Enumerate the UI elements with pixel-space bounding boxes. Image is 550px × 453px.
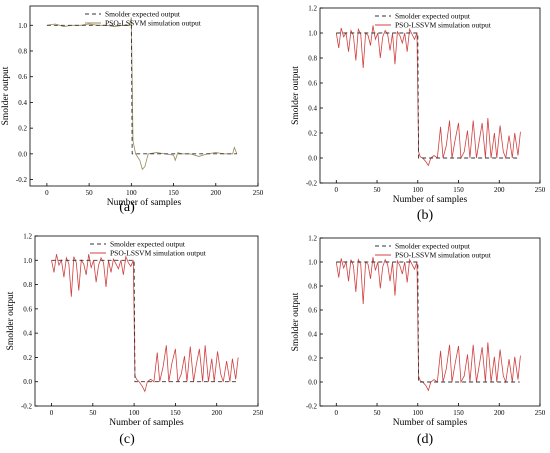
series-line-simulation	[335, 257, 521, 392]
y-tick-label: 0.2	[23, 354, 32, 362]
y-tick-label: 1.0	[308, 259, 317, 267]
legend-label: Smolder expected output	[105, 10, 181, 19]
x-tick-label: 150	[453, 409, 464, 417]
y-tick-label: 0.0	[308, 155, 317, 163]
y-tick-label: 0.8	[308, 283, 317, 291]
x-axis-title: Number of samples	[393, 194, 468, 205]
y-tick-label: -0.2	[16, 176, 28, 184]
y-tick-label: 0.6	[23, 305, 32, 313]
series-line-simulation	[335, 25, 521, 167]
y-tick-label: 1.2	[23, 233, 32, 241]
x-axis-title: Number of samples	[109, 417, 184, 428]
x-tick-label: 250	[535, 409, 546, 417]
y-tick-label: -0.2	[21, 403, 33, 411]
y-tick-label: 1.2	[308, 235, 317, 243]
y-tick-label: 0.2	[18, 125, 27, 133]
y-tick-label: 0.8	[308, 55, 317, 63]
x-tick-label: 100	[413, 186, 424, 194]
chart-panel-1: 0 50 100 150 200 250 -0.2 0.0 0.2 0.4 0.6 0.8 1.0 Num…	[1, 5, 264, 208]
x-tick-label: 0	[335, 186, 339, 194]
legend-label: PSO-LSSVM simulation output	[395, 21, 492, 30]
x-tick-label: 0	[335, 409, 339, 417]
x-tick-label: 50	[374, 186, 382, 194]
plot-frame	[34, 235, 259, 407]
y-tick-label: 1.0	[18, 22, 27, 30]
x-axis-title: Number of samples	[393, 417, 468, 428]
y-tick-label: 0.6	[308, 307, 317, 315]
legend-label: Smolder expected output	[395, 12, 471, 21]
y-tick-label: 0.8	[23, 281, 32, 289]
y-tick-label: 0.2	[308, 130, 317, 138]
x-tick-label: 0	[45, 189, 49, 197]
y-tick-label: 1.0	[23, 257, 32, 265]
x-tick-label: 50	[86, 189, 94, 197]
chart-panel-4: 0 50 100 150 200 250 -0.2 0.0 0.2 0.4 0.6 0.8 1.0 1.2…	[291, 235, 546, 429]
chart-panel-3: 0 50 100 150 200 250 -0.2 0.0 0.2 0.4 0.6 0.8 1.0 1.2…	[6, 233, 264, 429]
y-axis-title: Smolder output	[291, 292, 301, 351]
series-line-expected	[336, 261, 520, 383]
plot-frame	[29, 5, 259, 187]
y-tick-label: 0.4	[23, 330, 32, 338]
x-tick-label: 200	[494, 186, 505, 194]
panel-caption: (c)	[119, 432, 135, 447]
y-tick-label: -0.2	[306, 403, 318, 411]
x-tick-label: 50	[89, 409, 97, 417]
y-axis-title: Smolder output	[1, 66, 11, 125]
y-tick-label: 0.8	[18, 48, 27, 56]
series-line-expected	[51, 259, 238, 383]
x-tick-label: 200	[211, 189, 222, 197]
panel-caption: (d)	[416, 432, 434, 447]
x-tick-label: 100	[413, 409, 424, 417]
series-line-simulation	[51, 254, 239, 393]
x-tick-label: 100	[126, 189, 137, 197]
y-tick-label: 0.0	[18, 150, 27, 158]
x-tick-label: 150	[168, 189, 179, 197]
x-tick-label: 100	[129, 409, 140, 417]
plot-frame	[319, 237, 541, 407]
chart-panel-2: 0 50 100 150 200 250 -0.2 0.0 0.2 0.4 0.6 0.8 1.0 1.2…	[291, 5, 546, 206]
legend-label: PSO-LSSVM simulation output	[110, 249, 207, 258]
y-tick-label: -0.2	[306, 180, 318, 188]
legend-label: PSO-LSSVM simulation output	[105, 19, 202, 28]
y-tick-label: 1.2	[308, 5, 317, 13]
series-line-expected	[46, 24, 237, 155]
x-tick-label: 200	[494, 409, 505, 417]
x-tick-label: 150	[453, 186, 464, 194]
y-tick-label: 0.4	[308, 105, 317, 113]
legend-label: PSO-LSSVM simulation output	[395, 251, 492, 260]
x-tick-label: 250	[535, 186, 546, 194]
y-tick-label: 1.0	[308, 30, 317, 38]
x-tick-label: 200	[211, 409, 222, 417]
y-tick-label: 0.0	[23, 378, 32, 386]
plot-frame	[319, 7, 541, 184]
y-tick-label: 0.6	[308, 80, 317, 88]
legend-label: Smolder expected output	[395, 242, 471, 251]
x-tick-label: 50	[374, 409, 382, 417]
panel-caption: (a)	[119, 200, 135, 215]
x-tick-label: 150	[170, 409, 181, 417]
x-tick-label: 250	[253, 409, 264, 417]
x-tick-label: 0	[50, 409, 54, 417]
panel-caption: (b)	[416, 208, 434, 223]
y-tick-label: 0.0	[308, 379, 317, 387]
series-line-simulation	[46, 17, 238, 171]
y-tick-label: 0.6	[18, 73, 27, 81]
y-axis-title: Smolder output	[291, 66, 301, 125]
y-tick-label: 0.4	[308, 331, 317, 339]
series-line-expected	[336, 32, 520, 159]
y-tick-label: 0.2	[308, 355, 317, 363]
x-axis-title: Number of samples	[107, 197, 182, 208]
y-tick-label: 0.4	[18, 99, 27, 107]
y-axis-title: Smolder output	[6, 291, 16, 350]
x-tick-label: 250	[253, 189, 264, 197]
legend-label: Smolder expected output	[110, 240, 186, 249]
